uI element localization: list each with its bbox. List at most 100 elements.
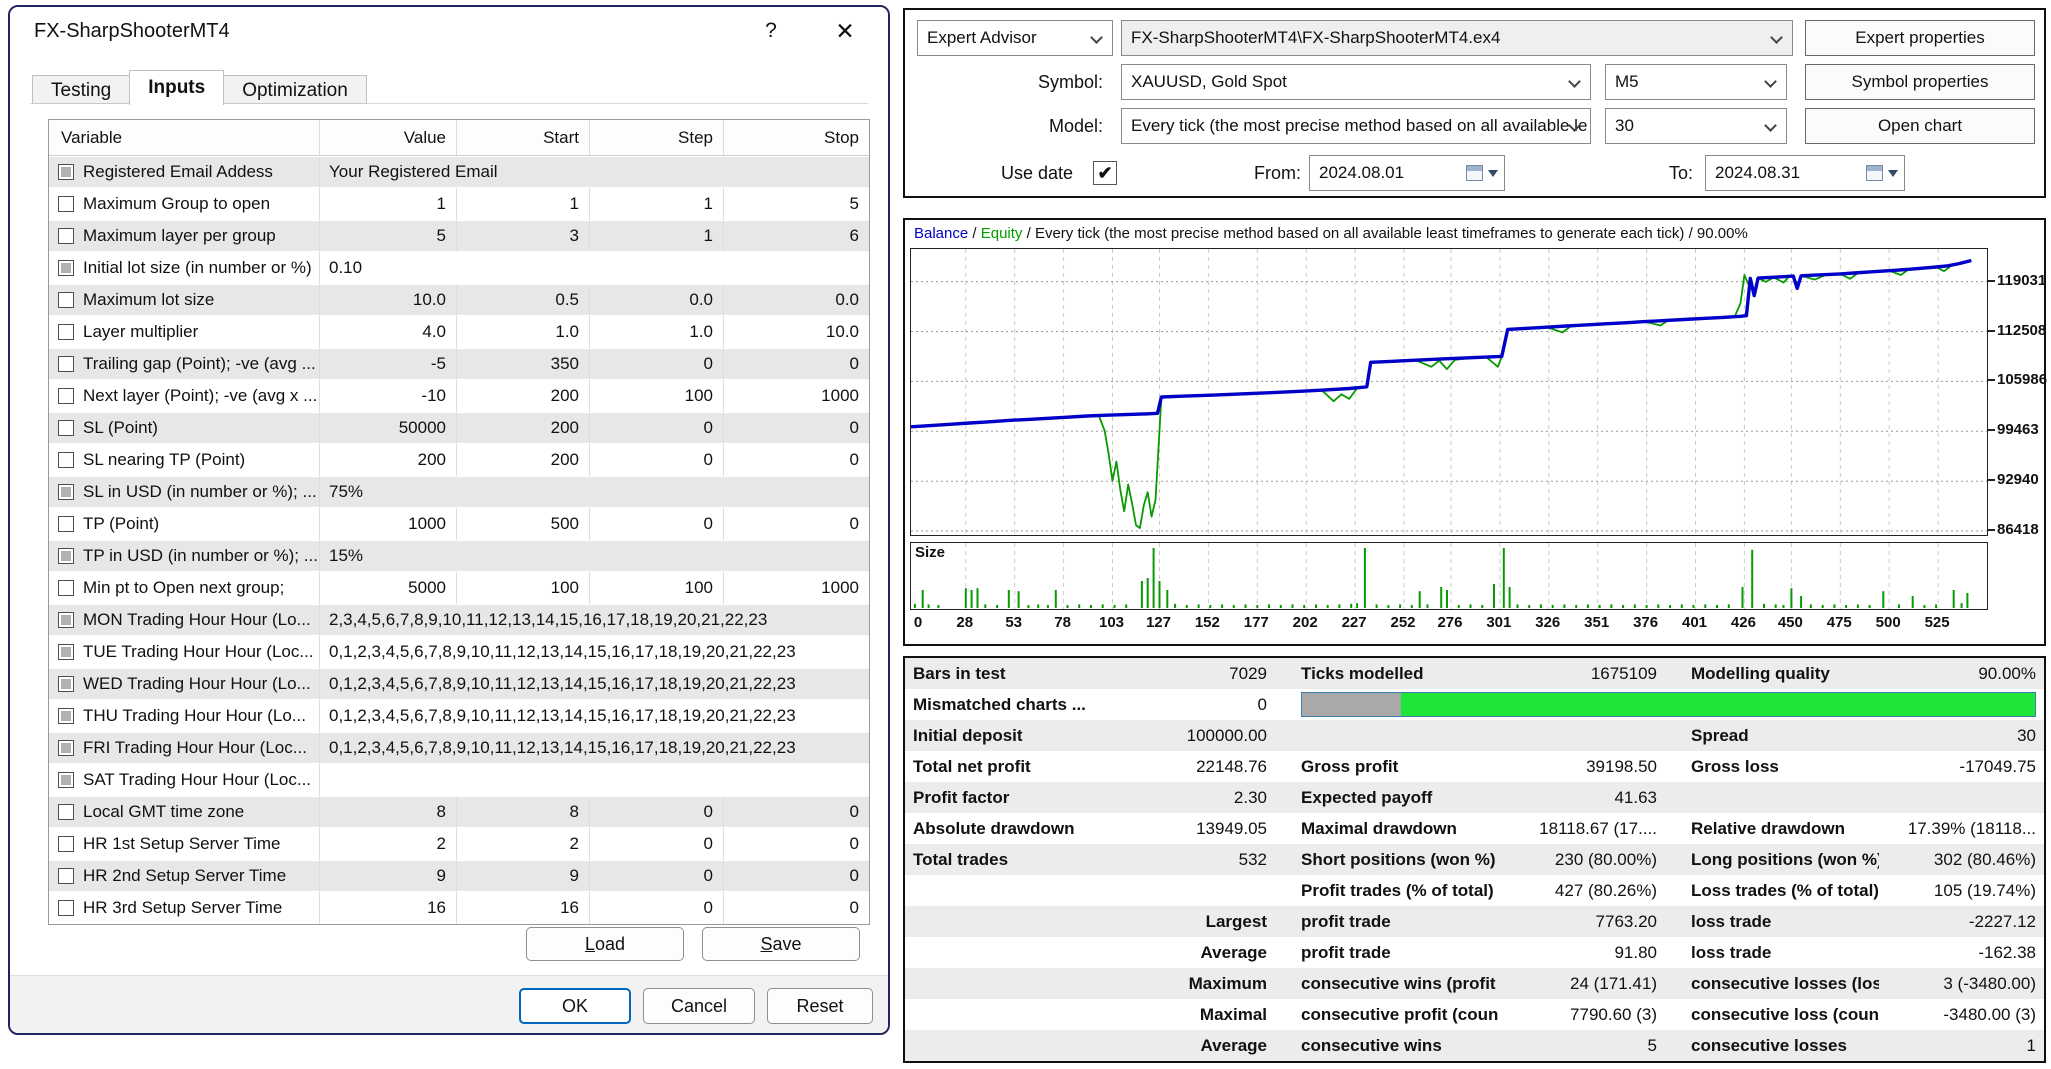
row-checkbox[interactable] <box>58 356 74 372</box>
row-checkbox[interactable] <box>58 484 74 500</box>
input-row[interactable]: TUE Trading Hour Hour (Loc... 0,1,2,3,4,5… <box>49 636 869 668</box>
variable-value[interactable]: 0,1,2,3,4,5,6,7,8,9,10,11,12,13,14,15,16… <box>319 733 869 763</box>
variable-step[interactable]: 0 <box>589 828 723 860</box>
symbol-select[interactable]: XAUUSD, Gold Spot <box>1121 64 1591 100</box>
expert-properties-button[interactable]: Expert properties <box>1805 20 2035 56</box>
variable-step[interactable]: 1.0 <box>589 316 723 348</box>
variable-value[interactable]: 0,1,2,3,4,5,6,7,8,9,10,11,12,13,14,15,16… <box>319 669 869 699</box>
variable-value[interactable]: 0.10 <box>319 252 869 284</box>
variable-step[interactable]: 100 <box>589 572 723 604</box>
variable-value[interactable]: 0,1,2,3,4,5,6,7,8,9,10,11,12,13,14,15,16… <box>319 700 869 732</box>
period-select[interactable]: M5 <box>1605 64 1787 100</box>
variable-step[interactable]: 0 <box>589 861 723 891</box>
variable-stop[interactable]: 0 <box>723 797 869 827</box>
input-row[interactable]: Layer multiplier 4.0 1.0 1.0 10.0 <box>49 316 869 348</box>
input-row[interactable]: Registered Email Addess Your Registered E… <box>49 156 869 188</box>
variable-value[interactable]: 16 <box>319 892 456 924</box>
use-date-checkbox[interactable]: ✔ <box>1093 161 1117 185</box>
open-chart-button[interactable]: Open chart <box>1805 108 2035 144</box>
row-checkbox[interactable] <box>58 452 74 468</box>
tab-inputs[interactable]: Inputs <box>129 70 225 105</box>
variable-value[interactable]: 8 <box>319 797 456 827</box>
variable-value[interactable]: 1 <box>319 188 456 220</box>
symbol-properties-button[interactable]: Symbol properties <box>1805 64 2035 100</box>
variable-value[interactable]: -5 <box>319 349 456 379</box>
input-row[interactable]: HR 1st Setup Server Time 2 2 0 0 <box>49 828 869 860</box>
variable-value[interactable] <box>319 764 869 796</box>
variable-stop[interactable]: 0 <box>723 892 869 924</box>
input-row[interactable]: Initial lot size (in number or %) 0.10 <box>49 252 869 284</box>
variable-stop[interactable]: 0 <box>723 828 869 860</box>
variable-step[interactable]: 0 <box>589 797 723 827</box>
variable-value[interactable]: -10 <box>319 380 456 412</box>
input-row[interactable]: Maximum Group to open 1 1 1 5 <box>49 188 869 220</box>
variable-start[interactable]: 2 <box>456 828 589 860</box>
calendar-icon[interactable] <box>1866 165 1883 181</box>
variable-value[interactable]: 1000 <box>319 508 456 540</box>
variable-stop[interactable]: 0 <box>723 349 869 379</box>
input-row[interactable]: SL nearing TP (Point) 200 200 0 0 <box>49 444 869 476</box>
calendar-icon[interactable] <box>1466 165 1483 181</box>
variable-step[interactable]: 0 <box>589 508 723 540</box>
variable-value[interactable]: 0,1,2,3,4,5,6,7,8,9,10,11,12,13,14,15,16… <box>319 636 869 668</box>
variable-value[interactable]: Your Registered Email <box>319 157 869 187</box>
dropdown-arrow-icon[interactable] <box>1888 169 1898 177</box>
row-checkbox[interactable] <box>58 324 74 340</box>
model-select[interactable]: Every tick (the most precise method base… <box>1121 108 1591 144</box>
row-checkbox[interactable] <box>58 196 74 212</box>
variable-stop[interactable]: 10.0 <box>723 316 869 348</box>
input-row[interactable]: Trailing gap (Point); -ve (avg ... -5 350 0… <box>49 348 869 380</box>
spread-select[interactable]: 30 <box>1605 108 1787 144</box>
variable-start[interactable]: 3 <box>456 221 589 251</box>
variable-step[interactable]: 0 <box>589 892 723 924</box>
input-row[interactable]: THU Trading Hour Hour (Lo... 0,1,2,3,4,5,… <box>49 700 869 732</box>
row-checkbox[interactable] <box>58 612 74 628</box>
variable-stop[interactable]: 0 <box>723 444 869 476</box>
variable-value[interactable]: 50000 <box>319 413 456 443</box>
variable-start[interactable]: 8 <box>456 797 589 827</box>
input-row[interactable]: MON Trading Hour Hour (Lo... 2,3,4,5,6,7,… <box>49 604 869 636</box>
row-checkbox[interactable] <box>58 772 74 788</box>
variable-value[interactable]: 5 <box>319 221 456 251</box>
tab-optimization[interactable]: Optimization <box>223 75 367 104</box>
variable-value[interactable]: 2,3,4,5,6,7,8,9,10,11,12,13,14,15,16,17,… <box>319 605 869 635</box>
row-checkbox[interactable] <box>58 900 74 916</box>
variable-value[interactable]: 15% <box>319 541 869 571</box>
help-icon[interactable]: ? <box>765 19 777 42</box>
input-row[interactable]: SL in USD (in number or %); ... 75% <box>49 476 869 508</box>
variable-stop[interactable]: 0 <box>723 861 869 891</box>
variable-start[interactable]: 200 <box>456 413 589 443</box>
row-checkbox[interactable] <box>58 708 74 724</box>
row-checkbox[interactable] <box>58 740 74 756</box>
row-checkbox[interactable] <box>58 868 74 884</box>
dialog-titlebar[interactable]: FX-SharpShooterMT4 ? ✕ <box>10 7 888 53</box>
expert-path-select[interactable]: FX-SharpShooterMT4\FX-SharpShooterMT4.ex… <box>1121 20 1793 56</box>
row-checkbox[interactable] <box>58 804 74 820</box>
variable-step[interactable]: 1 <box>589 188 723 220</box>
variable-step[interactable]: 100 <box>589 380 723 412</box>
row-checkbox[interactable] <box>58 580 74 596</box>
from-date-field[interactable]: 2024.08.01 <box>1309 155 1505 191</box>
to-date-field[interactable]: 2024.08.31 <box>1705 155 1905 191</box>
variable-stop[interactable]: 1000 <box>723 572 869 604</box>
row-checkbox[interactable] <box>58 388 74 404</box>
variable-value[interactable]: 2 <box>319 828 456 860</box>
variable-start[interactable]: 200 <box>456 444 589 476</box>
variable-start[interactable]: 9 <box>456 861 589 891</box>
variable-stop[interactable]: 0 <box>723 413 869 443</box>
variable-value[interactable]: 10.0 <box>319 285 456 315</box>
input-row[interactable]: TP (Point) 1000 500 0 0 <box>49 508 869 540</box>
variable-start[interactable]: 350 <box>456 349 589 379</box>
row-checkbox[interactable] <box>58 420 74 436</box>
input-row[interactable]: SL (Point) 50000 200 0 0 <box>49 412 869 444</box>
row-checkbox[interactable] <box>58 228 74 244</box>
row-checkbox[interactable] <box>58 644 74 660</box>
variable-start[interactable]: 1.0 <box>456 316 589 348</box>
cancel-button[interactable]: Cancel <box>643 988 755 1024</box>
variable-start[interactable]: 16 <box>456 892 589 924</box>
variable-value[interactable]: 4.0 <box>319 316 456 348</box>
variable-start[interactable]: 0.5 <box>456 285 589 315</box>
row-checkbox[interactable] <box>58 292 74 308</box>
